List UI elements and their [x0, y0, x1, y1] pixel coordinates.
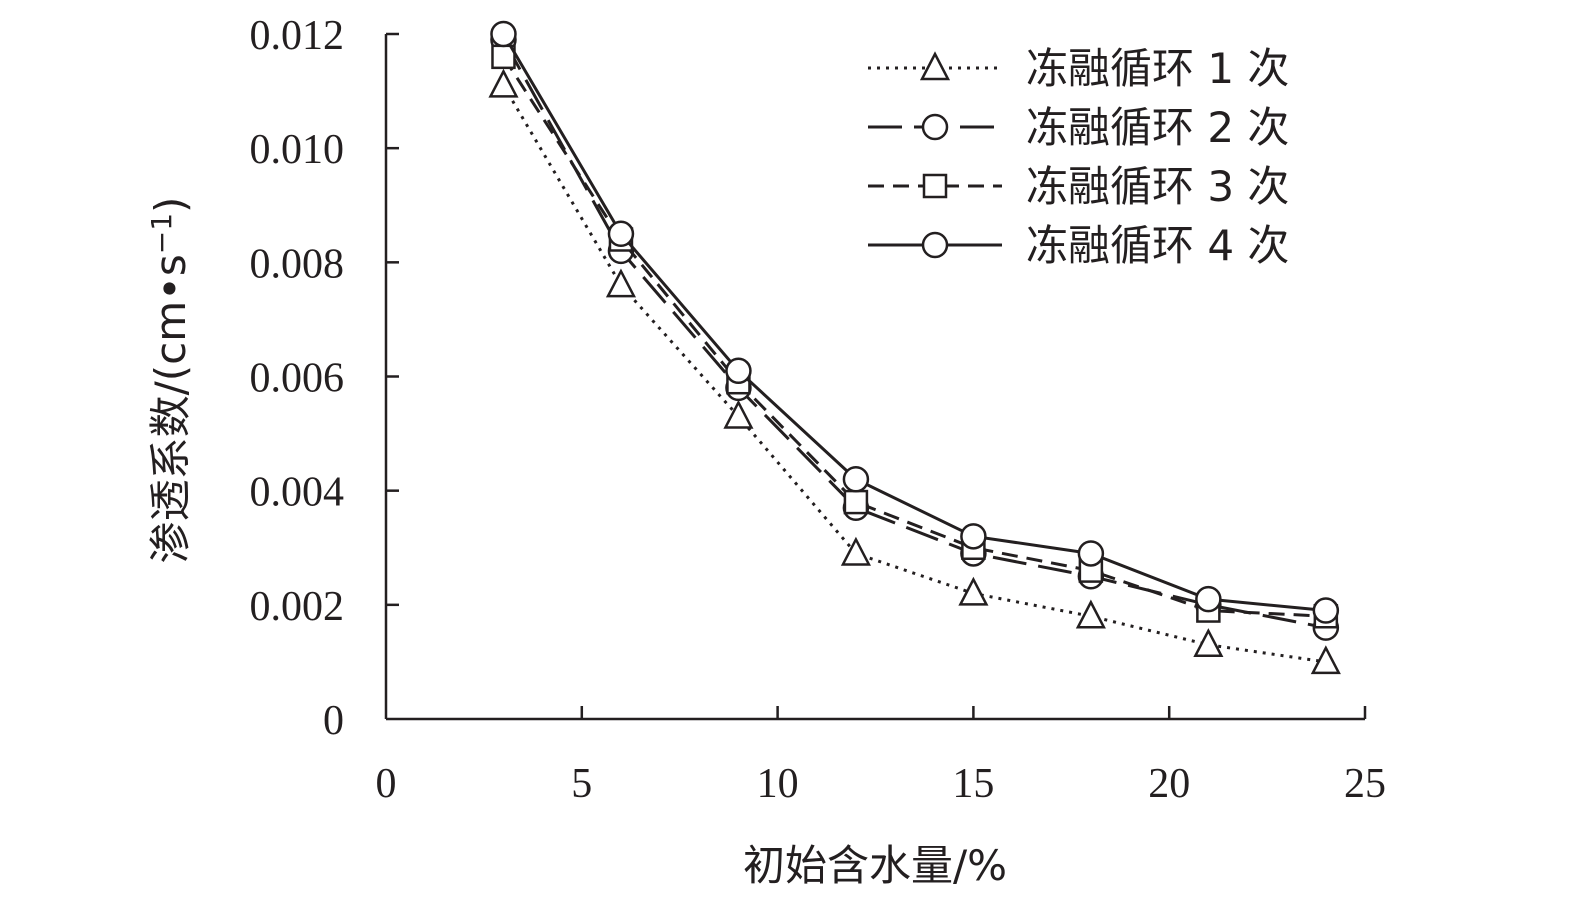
y-axis-title-s: s — [146, 254, 195, 276]
series-1-point — [605, 268, 637, 298]
y-axis-title: 渗透系数/(cm•s−1) — [145, 197, 195, 564]
y-tick-label: 0.008 — [250, 241, 345, 287]
y-tick-label: 0.006 — [250, 356, 345, 402]
y-axis-title-exp: −1 — [145, 213, 178, 254]
series-4 — [490, 20, 1340, 624]
y-tick-label: 0.012 — [250, 13, 345, 59]
x-tick-label: 20 — [1148, 761, 1190, 807]
legend-swatch-marker — [921, 231, 949, 259]
series-1-point — [488, 68, 519, 98]
series-1-line — [502, 84, 1327, 664]
series-1-point — [1193, 628, 1224, 658]
legend-item-2: 冻融循环 2 次 — [868, 103, 1289, 152]
x-axis-title: 初始含水量/% — [743, 841, 1007, 890]
legend-label: 冻融循环 3 次 — [1026, 162, 1289, 211]
legend-item-4: 冻融循环 4 次 — [868, 221, 1289, 270]
series-1 — [488, 68, 1341, 675]
legend-label: 冻融循环 2 次 — [1026, 103, 1289, 152]
legend-swatch-marker — [922, 173, 948, 199]
legend-item-1: 冻融循环 1 次 — [868, 44, 1289, 93]
y-axis-title-main: 渗透系数/(cm — [146, 301, 195, 564]
series-1-point — [1075, 599, 1106, 629]
series-1-point — [1310, 645, 1341, 675]
series-3-line — [502, 56, 1326, 618]
series-4-point — [1312, 597, 1340, 624]
series-4-point — [842, 466, 870, 493]
x-tick-label: 0 — [376, 761, 397, 807]
series-3-point — [843, 489, 869, 515]
y-tick-label: 0.004 — [250, 470, 345, 516]
series-4-point — [1195, 585, 1222, 613]
x-tick-label: 10 — [757, 761, 799, 807]
series-1-point — [958, 576, 989, 606]
series-1-point — [723, 399, 754, 429]
y-tick-label: 0 — [323, 698, 344, 744]
x-tick-label: 25 — [1344, 761, 1386, 807]
y-axis-title-close: ) — [146, 197, 195, 213]
series-4-point — [725, 357, 752, 385]
series-4-point — [1077, 540, 1105, 567]
series-1-point — [840, 536, 871, 566]
series-4-line — [502, 33, 1326, 613]
legend-item-3: 冻融循环 3 次 — [868, 162, 1289, 211]
series-4-point — [960, 523, 987, 550]
x-tick-label: 5 — [571, 761, 592, 807]
series-2-line — [502, 38, 1327, 630]
y-axis-title-dot: • — [146, 276, 195, 301]
axes: 0 5 10 15 20 25 0 0.002 0.004 0.006 0.008 0.010 0.01… — [250, 13, 1387, 807]
series-4-point — [490, 20, 517, 48]
legend-swatch-marker — [921, 113, 949, 141]
legend-label: 冻融循环 4 次 — [1026, 221, 1289, 270]
y-tick-label: 0.010 — [250, 127, 345, 173]
y-tick-label: 0.002 — [250, 584, 345, 630]
legend-swatch-marker — [919, 51, 951, 81]
x-tick-label: 15 — [952, 761, 994, 807]
legend-label: 冻融循环 1 次 — [1026, 44, 1289, 93]
series-layer — [488, 20, 1341, 675]
series-4-point — [607, 220, 635, 248]
